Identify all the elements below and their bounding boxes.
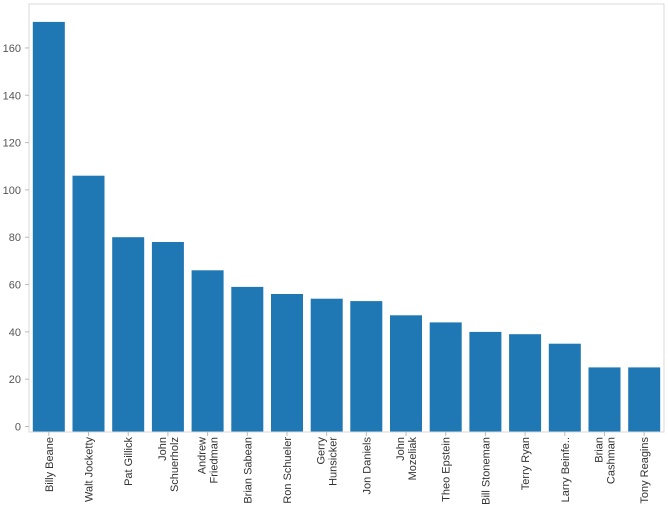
bar [151,242,184,432]
x-category-label: Walt Jocketty [84,437,96,502]
x-category-label: Billy Beane [44,437,56,492]
bar [231,286,264,432]
x-category-label: Mozeliak [407,437,419,481]
plot-border [28,3,665,433]
bar [72,175,105,432]
bar [548,343,581,432]
x-category-label: John [395,437,407,461]
bar [588,367,621,432]
x-category-label: John [157,437,169,461]
bar [390,315,422,432]
x-category-label: Bill Stoneman [480,437,492,505]
x-category-label: Terry Ryan [520,437,532,490]
plot-frame [28,3,665,433]
y-tick-label: 40 [9,327,21,339]
y-tick-label: 100 [3,185,21,197]
x-axis-labels: Billy Beane Walt Jocketty Pat Gillick John S… [44,432,651,505]
bar [628,367,661,432]
x-category-label: Friedman [209,437,221,483]
y-tick-label: 140 [3,90,21,102]
bar [191,270,224,432]
bar [469,331,502,432]
x-category-label: Gerry [316,437,328,465]
x-category-label: Schuerholz [169,437,181,492]
x-category-label: Brian Sabean [242,437,254,504]
x-category-label: Hunsicker [328,437,340,486]
y-axis: 0 20 40 60 80 100 120 140 160 [3,43,29,434]
x-category-label: Cashman [605,437,617,484]
bar [310,298,343,432]
bars [32,21,661,432]
x-category-label: Tony Reagins [639,437,651,504]
y-tick-label: 20 [9,374,21,386]
bar [271,294,303,432]
y-tick-label: 120 [3,138,21,150]
y-tick-label: 0 [15,422,21,434]
bar [32,21,65,432]
x-category-label: Ron Schueler [282,437,294,504]
x-category-label: Brian [593,437,605,463]
y-tick-label: 80 [9,232,21,244]
x-category-label: Jon Daniels [361,437,373,495]
y-tick-label: 60 [9,280,21,292]
bar [112,237,145,432]
bar [509,334,542,432]
x-category-label: Andrew [197,437,209,474]
bar [350,301,383,432]
y-tick-label: 160 [3,43,21,55]
x-category-label: Theo Epstein [441,437,453,502]
bar [429,322,462,432]
x-category-label: Pat Gillick [123,437,135,486]
x-category-label: Larry Beinfe.. [560,437,572,502]
